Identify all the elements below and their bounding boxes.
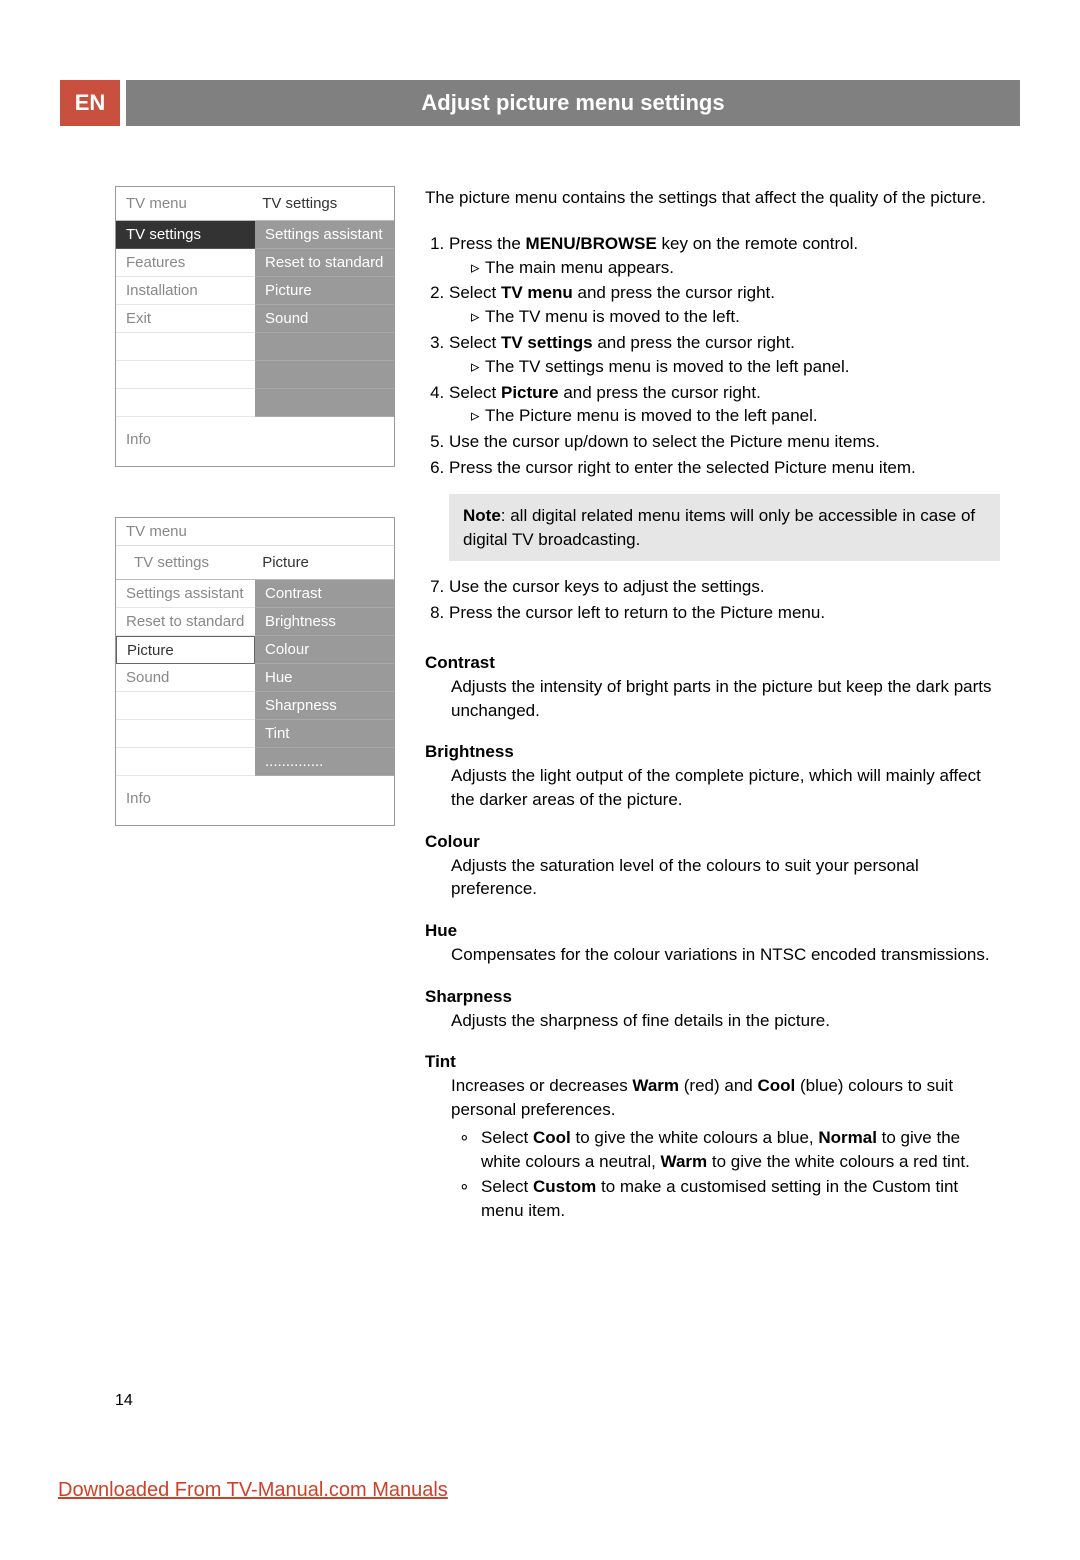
triangle-icon: ▹ <box>471 305 485 329</box>
tv-menu-box-2: TV menu TV settings Picture Settings ass… <box>115 517 395 826</box>
step-5: Use the cursor up/down to select the Pic… <box>449 430 1000 454</box>
menu-empty-row <box>116 748 255 776</box>
def-tint: Tint Increases or decreases Warm (red) a… <box>425 1050 1000 1223</box>
menu1-left-item: Installation <box>116 277 255 305</box>
def-brightness: Brightness Adjusts the light output of t… <box>425 740 1000 811</box>
menu1-right-item: Picture <box>255 277 394 305</box>
step-7: Use the cursor keys to adjust the settin… <box>449 575 1000 599</box>
menu1-footer: Info <box>116 417 394 466</box>
menu2-right-item: Tint <box>255 720 394 748</box>
menu2-right-item: Sharpness <box>255 692 394 720</box>
menu-empty-row <box>255 389 394 417</box>
triangle-icon: ▹ <box>471 355 485 379</box>
language-badge: EN <box>60 80 120 126</box>
page-number: 14 <box>115 1392 133 1410</box>
menu-empty-row <box>116 692 255 720</box>
page-header: EN Adjust picture menu settings <box>60 80 1020 126</box>
note-box: Note: all digital related menu items wil… <box>449 494 1000 562</box>
menu1-left-item-selected: TV settings <box>116 221 255 249</box>
menu2-header-left: TV settings <box>116 546 252 579</box>
menu-empty-row <box>255 361 394 389</box>
def-contrast: Contrast Adjusts the intensity of bright… <box>425 651 1000 722</box>
menu2-right-item: Brightness <box>255 608 394 636</box>
menu-empty-row <box>116 389 255 417</box>
menu1-header-right: TV settings <box>252 187 394 220</box>
triangle-icon: ▹ <box>471 256 485 280</box>
intro-text: The picture menu contains the settings t… <box>425 186 1000 210</box>
definitions: Contrast Adjusts the intensity of bright… <box>425 651 1000 1223</box>
menu2-left-item-selected: Picture <box>116 636 255 664</box>
step-3: Select TV settings and press the cursor … <box>449 331 1000 379</box>
def-colour: Colour Adjusts the saturation level of t… <box>425 830 1000 901</box>
def-hue: Hue Compensates for the colour variation… <box>425 919 1000 967</box>
step-4: Select Picture and press the cursor righ… <box>449 381 1000 429</box>
step-1: Press the MENU/BROWSE key on the remote … <box>449 232 1000 280</box>
bullet-icon: ∘ <box>459 1126 471 1174</box>
menu2-footer: Info <box>116 776 394 825</box>
menu1-header-left: TV menu <box>116 187 252 220</box>
triangle-icon: ▹ <box>471 404 485 428</box>
step-6: Press the cursor right to enter the sele… <box>449 456 1000 480</box>
download-source-link[interactable]: Downloaded From TV-Manual.com Manuals <box>58 1479 448 1502</box>
menu1-right-item: Sound <box>255 305 394 333</box>
menu-empty-row <box>116 361 255 389</box>
step-2: Select TV menu and press the cursor righ… <box>449 281 1000 329</box>
menu2-left-item: Reset to standard <box>116 608 255 636</box>
menu2-right-item: .............. <box>255 748 394 776</box>
menu2-header-right: Picture <box>252 546 394 579</box>
bullet-icon: ∘ <box>459 1175 471 1223</box>
menu2-left-item: Settings assistant <box>116 580 255 608</box>
page-title: Adjust picture menu settings <box>126 80 1020 126</box>
steps-list-2: Use the cursor keys to adjust the settin… <box>425 575 1000 625</box>
step-8: Press the cursor left to return to the P… <box>449 601 1000 625</box>
menu-empty-row <box>116 720 255 748</box>
def-sharpness: Sharpness Adjusts the sharpness of fine … <box>425 985 1000 1033</box>
menu1-right-item: Reset to standard <box>255 249 394 277</box>
menu1-right-item: Settings assistant <box>255 221 394 249</box>
menu2-right-item: Contrast <box>255 580 394 608</box>
tv-menu-box-1: TV menu TV settings TV settings Features… <box>115 186 395 467</box>
steps-list: Press the MENU/BROWSE key on the remote … <box>425 232 1000 480</box>
menu1-left-item: Exit <box>116 305 255 333</box>
menu2-right-item: Hue <box>255 664 394 692</box>
menu2-right-item: Colour <box>255 636 394 664</box>
menu-empty-row <box>116 333 255 361</box>
menu1-left-item: Features <box>116 249 255 277</box>
menu-empty-row <box>255 333 394 361</box>
menu2-top-header: TV menu <box>116 518 394 546</box>
menu2-left-item: Sound <box>116 664 255 692</box>
